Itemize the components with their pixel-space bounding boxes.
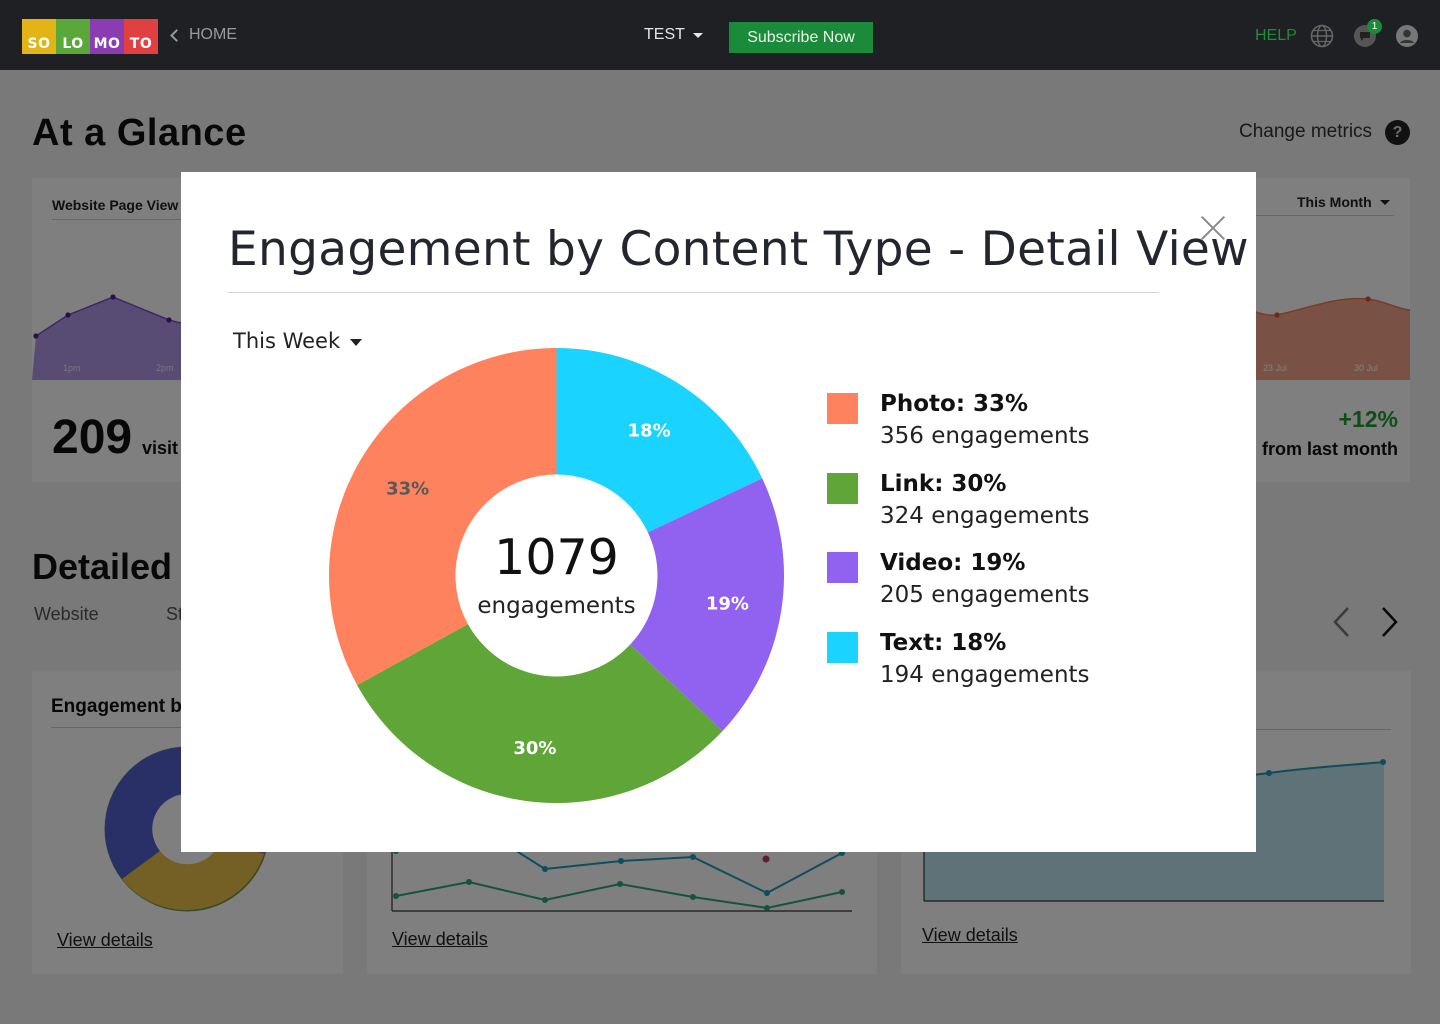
legend-detail: 205 engagements (880, 582, 1090, 608)
logo-segment: LO (56, 19, 90, 54)
legend-title: Photo: 33% (880, 391, 1029, 417)
detail-modal: Engagement by Content Type - Detail View… (181, 172, 1256, 852)
legend-swatch (827, 472, 858, 504)
pie-slice-label: 18% (628, 420, 671, 441)
center-total-value: 1079 (494, 529, 619, 586)
home-link[interactable]: HOME (170, 26, 237, 44)
center-total-label: engagements (477, 593, 635, 619)
caret-down-icon (350, 339, 363, 346)
logo-segment: TO (124, 19, 158, 54)
pie-slice-video[interactable] (556, 478, 785, 732)
chart-legend: Photo: 33% 356 engagements Link: 30% 324… (827, 390, 1090, 708)
legend-title: Text: 18% (880, 629, 1007, 656)
home-label: HOME (189, 26, 237, 43)
logo-segment: SO (22, 19, 56, 54)
help-link[interactable]: HELP (1255, 27, 1297, 44)
caret-down-icon (692, 32, 703, 38)
legend-detail: 194 engagements (880, 661, 1090, 688)
legend-item: Photo: 33% 356 engagements (827, 390, 1090, 470)
chevron-left-icon (170, 28, 183, 42)
pie-slice-link[interactable] (357, 575, 723, 804)
user-avatar-icon[interactable] (1395, 24, 1419, 48)
legend-swatch (827, 393, 858, 424)
legend-title: Link: 30% (880, 470, 1007, 497)
account-dropdown[interactable]: TEST (644, 26, 703, 44)
legend-detail: 356 engagements (880, 423, 1090, 449)
pie-slice-label: 33% (386, 478, 429, 499)
app-logo[interactable]: SO LO MO TO (22, 19, 158, 54)
pie-center-hole (455, 474, 658, 677)
pie-slice-label: 30% (513, 738, 556, 759)
legend-detail: 324 engagements (880, 502, 1090, 529)
logo-segment: MO (90, 19, 124, 54)
globe-icon[interactable] (1310, 24, 1334, 48)
divider (228, 292, 1159, 293)
legend-item: Link: 30% 324 engagements (827, 470, 1090, 550)
notification-badge: 1 (1367, 19, 1382, 34)
modal-title: Engagement by Content Type - Detail View (228, 222, 1249, 277)
legend-item: Text: 18% 194 engagements (827, 629, 1090, 709)
legend-swatch (827, 552, 858, 583)
legend-item: Video: 19% 205 engagements (827, 549, 1090, 629)
legend-swatch (827, 631, 858, 663)
time-range-label: This Week (233, 329, 341, 353)
pie-slice-label: 19% (706, 593, 749, 614)
top-nav: SO LO MO TO HOME TEST Subscribe Now HELP… (0, 0, 1440, 70)
time-range-dropdown[interactable]: This Week (233, 329, 363, 353)
legend-title: Video: 19% (880, 550, 1026, 576)
close-icon[interactable] (1199, 214, 1227, 242)
subscribe-button[interactable]: Subscribe Now (729, 22, 873, 53)
engagement-pie-chart: 18% 19% 30% 33% 1079 engagements (329, 348, 784, 803)
account-label: TEST (644, 26, 685, 43)
